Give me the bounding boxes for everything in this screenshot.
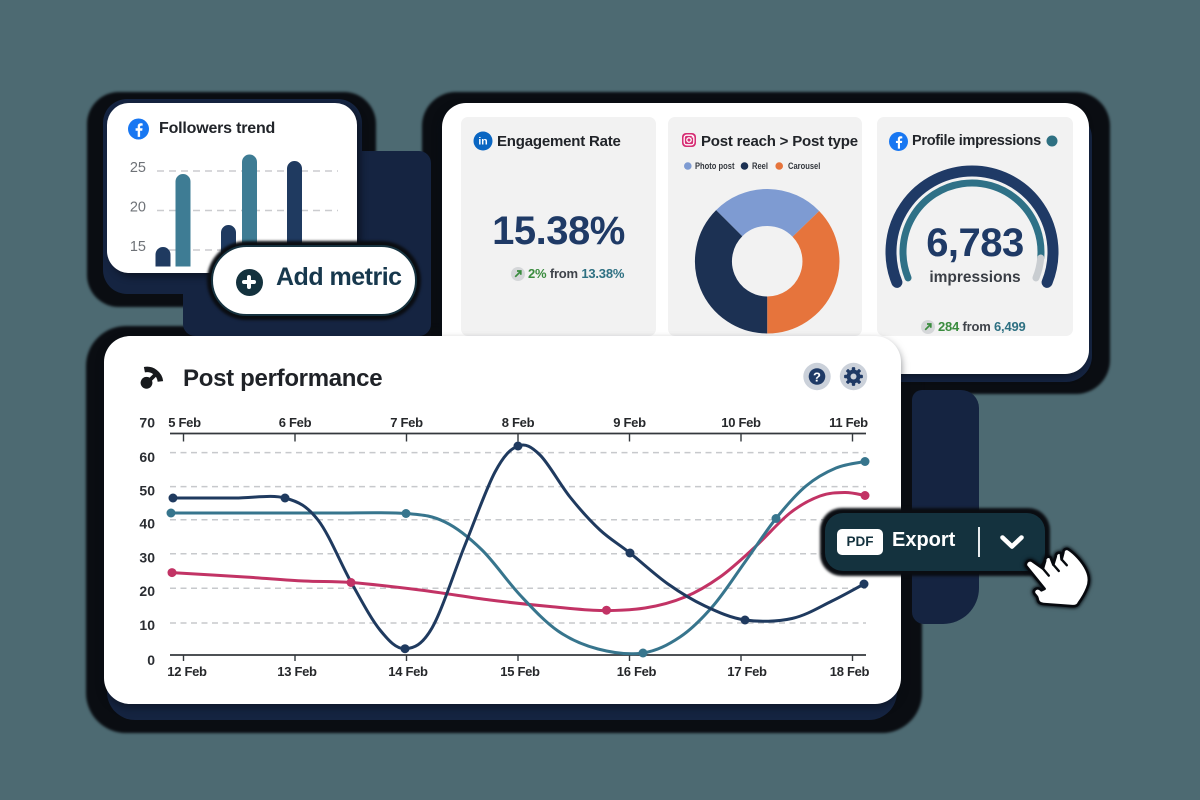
svg-text:60: 60: [139, 449, 155, 465]
svg-text:10: 10: [139, 617, 155, 633]
svg-text:9 Feb: 9 Feb: [613, 415, 646, 430]
svg-text:13 Feb: 13 Feb: [277, 664, 317, 679]
svg-text:15 Feb: 15 Feb: [500, 664, 540, 679]
svg-text:17 Feb: 17 Feb: [727, 664, 767, 679]
svg-text:20: 20: [139, 583, 155, 599]
svg-text:70: 70: [139, 415, 155, 431]
svg-text:6 Feb: 6 Feb: [279, 415, 312, 430]
svg-text:50: 50: [139, 483, 155, 499]
svg-text:?: ?: [813, 370, 821, 385]
svg-text:40: 40: [139, 516, 155, 532]
svg-text:20: 20: [130, 200, 146, 216]
svg-text:7 Feb: 7 Feb: [390, 415, 423, 430]
svg-text:8 Feb: 8 Feb: [502, 415, 535, 430]
svg-text:30: 30: [139, 550, 155, 566]
svg-text:15: 15: [130, 239, 146, 255]
svg-text:in: in: [478, 136, 487, 148]
svg-text:12 Feb: 12 Feb: [167, 664, 207, 679]
svg-text:18 Feb: 18 Feb: [830, 664, 870, 679]
svg-text:10 Feb: 10 Feb: [721, 415, 761, 430]
svg-text:11 Feb: 11 Feb: [829, 415, 868, 430]
svg-text:0: 0: [147, 652, 155, 668]
svg-text:25: 25: [130, 160, 146, 176]
svg-text:16 Feb: 16 Feb: [617, 664, 657, 679]
svg-text:14 Feb: 14 Feb: [388, 664, 428, 679]
svg-text:5 Feb: 5 Feb: [168, 415, 201, 430]
